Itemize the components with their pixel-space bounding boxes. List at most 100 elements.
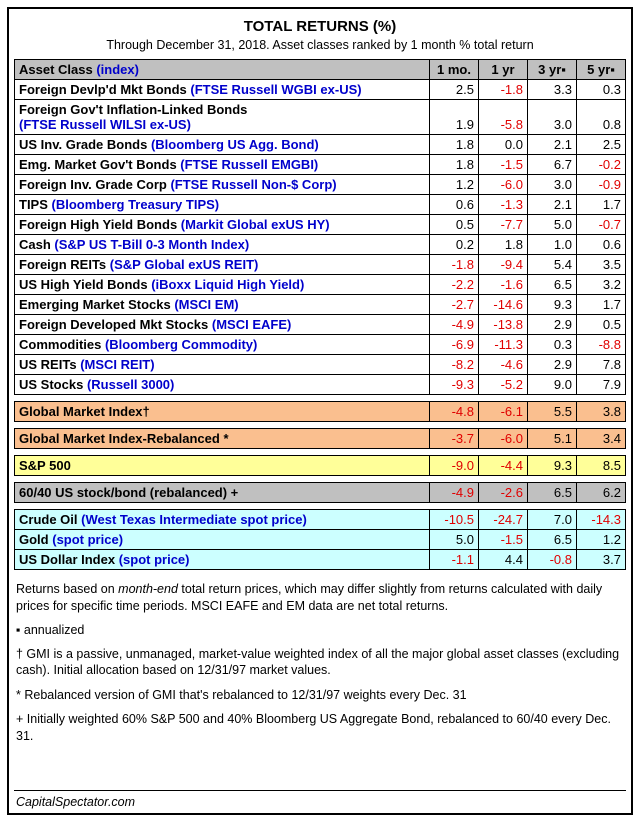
return-value: 8.5 (576, 455, 626, 476)
asset-index: (West Texas Intermediate spot price) (81, 512, 307, 527)
table-header-row: Asset Class (index) 1 mo. 1 yr 3 yr▪ 5 y… (14, 59, 626, 80)
footnotes: Returns based on month-end total return … (14, 570, 626, 752)
return-value: 7.0 (527, 509, 577, 530)
return-value: -0.2 (576, 154, 626, 175)
table-row: US Inv. Grade Bonds (Bloomberg US Agg. B… (14, 134, 626, 155)
asset-name: Commodities (19, 337, 102, 352)
return-value: -1.3 (478, 194, 528, 215)
asset-index: (S&P Global exUS REIT) (109, 257, 259, 272)
table-row: Foreign High Yield Bonds (Markit Global … (14, 214, 626, 235)
return-value: 1.2 (576, 529, 626, 550)
table-row: TIPS (Bloomberg Treasury TIPS) 0.6 -1.3 2.1… (14, 194, 626, 215)
section-gap (14, 448, 626, 456)
note-methodology: Returns based on month-end total return … (16, 581, 624, 614)
return-value: 3.7 (576, 549, 626, 570)
return-value: -13.8 (478, 314, 528, 335)
return-value: -6.0 (478, 174, 528, 195)
return-value: 0.2 (429, 234, 479, 255)
section-gap (14, 475, 626, 483)
return-value: 1.7 (576, 194, 626, 215)
table-row: Foreign Devlp'd Mkt Bonds (FTSE Russell … (14, 79, 626, 100)
asset-name: TIPS (19, 197, 48, 212)
asset-index: (FTSE Russell WGBI ex-US) (190, 82, 362, 97)
asset-class-cell: Global Market Index-Rebalanced * (14, 428, 430, 449)
table-row: Emg. Market Gov't Bonds (FTSE Russell EM… (14, 154, 626, 175)
header-index-label: (index) (96, 62, 139, 77)
asset-index: (FTSE Russell WILSI ex-US) (19, 117, 191, 132)
return-value: -9.4 (478, 254, 528, 275)
return-value: 5.5 (527, 401, 577, 422)
asset-name: Foreign Gov't Inflation-Linked Bonds (19, 102, 248, 117)
return-value: 0.6 (429, 194, 479, 215)
return-value: -4.8 (429, 401, 479, 422)
asset-class-cell: US Dollar Index (spot price) (14, 549, 430, 570)
asset-class-cell: US Inv. Grade Bonds (Bloomberg US Agg. B… (14, 134, 430, 155)
table-row: Global Market Index† -4.8 -6.1 5.5 3.8 (14, 401, 626, 422)
return-value: -2.7 (429, 294, 479, 315)
return-value: -4.4 (478, 455, 528, 476)
return-value: 5.0 (527, 214, 577, 235)
return-value: 6.5 (527, 529, 577, 550)
return-value: 6.5 (527, 274, 577, 295)
return-value: -3.7 (429, 428, 479, 449)
return-value: -8.2 (429, 354, 479, 375)
section-gap (14, 394, 626, 402)
asset-class-cell: US Stocks (Russell 3000) (14, 374, 430, 395)
return-value: 2.5 (576, 134, 626, 155)
asset-class-cell: Foreign Inv. Grade Corp (FTSE Russell No… (14, 174, 430, 195)
return-value: -5.2 (478, 374, 528, 395)
header-asset-class-label: Asset Class (19, 62, 93, 77)
return-value: -5.8 (478, 99, 528, 135)
asset-class-cell: Foreign Developed Mkt Stocks (MSCI EAFE) (14, 314, 430, 335)
return-value: -9.3 (429, 374, 479, 395)
return-value: -1.5 (478, 154, 528, 175)
table-row: US Stocks (Russell 3000) -9.3 -5.2 9.0 7.9 (14, 374, 626, 395)
return-value: 0.3 (527, 334, 577, 355)
return-value: -4.9 (429, 314, 479, 335)
table-row: Crude Oil (West Texas Intermediate spot … (14, 509, 626, 530)
asset-index: (S&P US T-Bill 0-3 Month Index) (54, 237, 250, 252)
table-row: 60/40 US stock/bond (rebalanced) + -4.9 -2… (14, 482, 626, 503)
return-value: 2.1 (527, 134, 577, 155)
table-row: Foreign REITs (S&P Global exUS REIT) -1.8… (14, 254, 626, 275)
return-value: -0.9 (576, 174, 626, 195)
return-value: -2.6 (478, 482, 528, 503)
asset-name: Foreign High Yield Bonds (19, 217, 178, 232)
table-row: US REITs (MSCI REIT) -8.2 -4.6 2.9 7.8 (14, 354, 626, 375)
asset-class-cell: TIPS (Bloomberg Treasury TIPS) (14, 194, 430, 215)
asset-class-cell: Foreign Devlp'd Mkt Bonds (FTSE Russell … (14, 79, 430, 100)
return-value: 3.2 (576, 274, 626, 295)
table-row: S&P 500 -9.0 -4.4 9.3 8.5 (14, 455, 626, 476)
asset-name: Emerging Market Stocks (19, 297, 171, 312)
asset-name: Cash (19, 237, 51, 252)
return-value: -6.9 (429, 334, 479, 355)
return-value: -1.1 (429, 549, 479, 570)
return-value: -0.8 (527, 549, 577, 570)
asset-index: (FTSE Russell EMGBI) (180, 157, 319, 172)
section-gap (14, 421, 626, 429)
header-col-1yr: 1 yr (478, 59, 528, 80)
return-value: 6.5 (527, 482, 577, 503)
asset-name: Foreign REITs (19, 257, 107, 272)
return-value: 9.3 (527, 294, 577, 315)
report-frame: TOTAL RETURNS (%) Through December 31, 2… (7, 7, 633, 815)
asset-class-cell: Foreign High Yield Bonds (Markit Global … (14, 214, 430, 235)
return-value: -14.6 (478, 294, 528, 315)
asset-index: (iBoxx Liquid High Yield) (151, 277, 305, 292)
return-value: 0.0 (478, 134, 528, 155)
table-row: Foreign Inv. Grade Corp (FTSE Russell No… (14, 174, 626, 195)
asset-name: US Dollar Index (19, 552, 116, 567)
header-col-1mo: 1 mo. (429, 59, 479, 80)
return-value: 1.2 (429, 174, 479, 195)
note-methodology-part2: total return prices, which may differ sl… (16, 582, 603, 613)
return-value: -24.7 (478, 509, 528, 530)
asset-index: (Bloomberg Commodity) (104, 337, 258, 352)
return-value: -4.9 (429, 482, 479, 503)
asset-class-cell: Foreign Gov't Inflation-Linked Bonds (FTS… (14, 99, 430, 135)
return-value: 3.0 (527, 174, 577, 195)
return-value: -9.0 (429, 455, 479, 476)
return-value: 1.8 (478, 234, 528, 255)
return-value: -6.1 (478, 401, 528, 422)
asset-name: Foreign Inv. Grade Corp (19, 177, 167, 192)
return-value: 1.0 (527, 234, 577, 255)
